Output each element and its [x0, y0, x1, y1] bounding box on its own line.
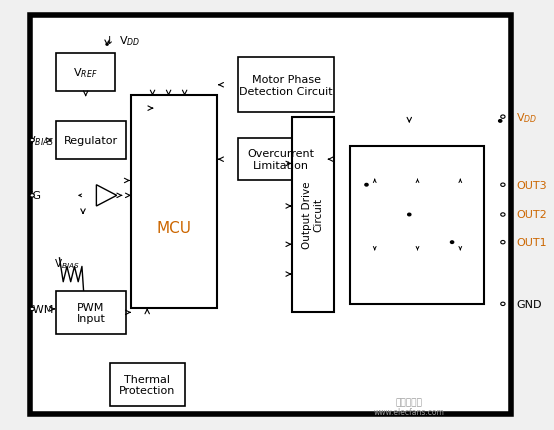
Text: MCU: MCU [156, 220, 192, 235]
Text: V$_{BIAS}$: V$_{BIAS}$ [27, 134, 54, 147]
FancyBboxPatch shape [351, 147, 484, 304]
FancyBboxPatch shape [29, 15, 511, 415]
Text: Thermal
Protection: Thermal Protection [119, 374, 176, 396]
Circle shape [501, 241, 505, 244]
Text: OUT1: OUT1 [516, 238, 547, 248]
Circle shape [450, 241, 454, 244]
FancyBboxPatch shape [291, 117, 335, 313]
Circle shape [30, 139, 34, 142]
Circle shape [501, 116, 505, 119]
Text: OUT3: OUT3 [516, 180, 547, 190]
Text: OUT2: OUT2 [516, 210, 547, 220]
FancyBboxPatch shape [57, 122, 126, 160]
Circle shape [408, 214, 411, 216]
Circle shape [365, 184, 368, 187]
Text: Motor Phase
Detection Circuit: Motor Phase Detection Circuit [239, 75, 333, 96]
Text: GND: GND [516, 299, 542, 309]
FancyBboxPatch shape [238, 58, 335, 113]
Text: PWM
Input: PWM Input [76, 302, 105, 323]
Text: $\downarrow$ V$_{DD}$: $\downarrow$ V$_{DD}$ [102, 34, 140, 48]
FancyBboxPatch shape [110, 363, 184, 406]
Circle shape [501, 213, 505, 217]
Circle shape [501, 302, 505, 306]
Circle shape [30, 307, 34, 311]
Text: V$_{REF}$: V$_{REF}$ [73, 66, 98, 80]
Text: www.elecfans.com: www.elecfans.com [374, 407, 445, 415]
Text: Overcurrent
Limitation: Overcurrent Limitation [248, 149, 315, 171]
Text: Output Drive
Circuit: Output Drive Circuit [302, 181, 324, 249]
FancyBboxPatch shape [57, 292, 126, 334]
FancyBboxPatch shape [57, 54, 115, 92]
Text: PWM: PWM [27, 304, 54, 314]
Text: FG: FG [27, 191, 42, 201]
Circle shape [106, 44, 108, 46]
Circle shape [501, 184, 505, 187]
Text: V$_{DD}$: V$_{DD}$ [516, 111, 537, 124]
Circle shape [499, 120, 502, 123]
Circle shape [30, 194, 34, 198]
Text: Regulator: Regulator [64, 136, 118, 146]
Text: 电子发烧友: 电子发烧友 [396, 397, 423, 406]
FancyBboxPatch shape [238, 138, 324, 181]
FancyBboxPatch shape [131, 96, 217, 308]
Text: V$_{BIAS}$: V$_{BIAS}$ [54, 257, 79, 271]
